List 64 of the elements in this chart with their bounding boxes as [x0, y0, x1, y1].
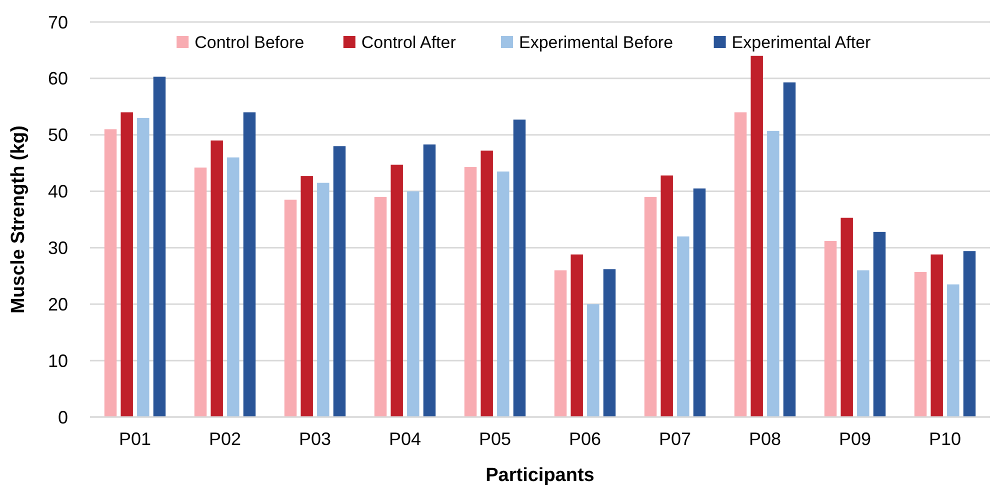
bar	[783, 82, 796, 417]
bar	[333, 146, 346, 417]
bar	[570, 254, 583, 417]
bar	[824, 240, 837, 417]
bar	[767, 130, 780, 417]
y-tick-label: 30	[48, 238, 68, 258]
bar	[227, 157, 240, 417]
bar	[120, 112, 133, 417]
bar	[963, 251, 976, 417]
bar	[480, 150, 493, 417]
bar	[284, 200, 297, 417]
y-tick-label: 0	[58, 407, 68, 428]
x-tick-label: P10	[928, 429, 962, 449]
x-tick-label: P04	[388, 429, 422, 449]
y-tick-label: 10	[48, 350, 68, 371]
legend-label: Control Before	[194, 32, 304, 52]
bar	[243, 112, 256, 417]
bar	[914, 272, 927, 417]
x-axis-title: Participants	[486, 465, 594, 486]
y-tick-label: 60	[48, 68, 68, 89]
bar	[464, 167, 477, 417]
bar	[153, 76, 166, 417]
legend-label: Experimental Before	[519, 32, 674, 52]
bar	[873, 232, 886, 417]
bar	[644, 196, 657, 417]
x-tick-label: P09	[838, 429, 872, 449]
x-tick-label: P05	[478, 429, 512, 449]
bar	[840, 218, 853, 417]
bar	[194, 168, 207, 417]
legend-label: Control After	[361, 32, 456, 52]
bar	[660, 175, 673, 417]
bar	[554, 270, 567, 417]
bar	[947, 284, 960, 417]
bar	[734, 112, 747, 417]
x-tick-label: P01	[118, 429, 152, 449]
y-tick-label: 20	[48, 294, 68, 314]
y-tick-label: 70	[48, 12, 68, 32]
legend-label: Experimental After	[732, 32, 872, 52]
bar	[317, 182, 330, 417]
bar	[423, 144, 436, 417]
bar	[390, 164, 403, 417]
x-tick-label: P08	[748, 429, 782, 449]
bar	[930, 254, 943, 417]
y-tick-label: 50	[48, 125, 68, 146]
bar	[513, 120, 526, 417]
x-tick-label: P06	[568, 429, 602, 449]
x-tick-label: P02	[208, 429, 242, 449]
y-tick-label: 40	[48, 182, 68, 202]
bar	[693, 188, 706, 417]
y-axis-title: Muscle Strength (kg)	[8, 126, 29, 314]
bar	[497, 172, 510, 417]
x-tick-label: P07	[658, 429, 692, 449]
bar	[300, 176, 313, 417]
bar	[677, 236, 690, 417]
bar	[603, 269, 616, 417]
bar	[137, 118, 150, 417]
bar	[374, 196, 387, 417]
x-tick-label: P03	[298, 429, 332, 449]
bar	[587, 304, 600, 417]
bar	[407, 191, 420, 417]
bar	[210, 140, 223, 417]
bar	[857, 270, 870, 417]
bar	[750, 56, 763, 417]
bar	[104, 129, 117, 417]
